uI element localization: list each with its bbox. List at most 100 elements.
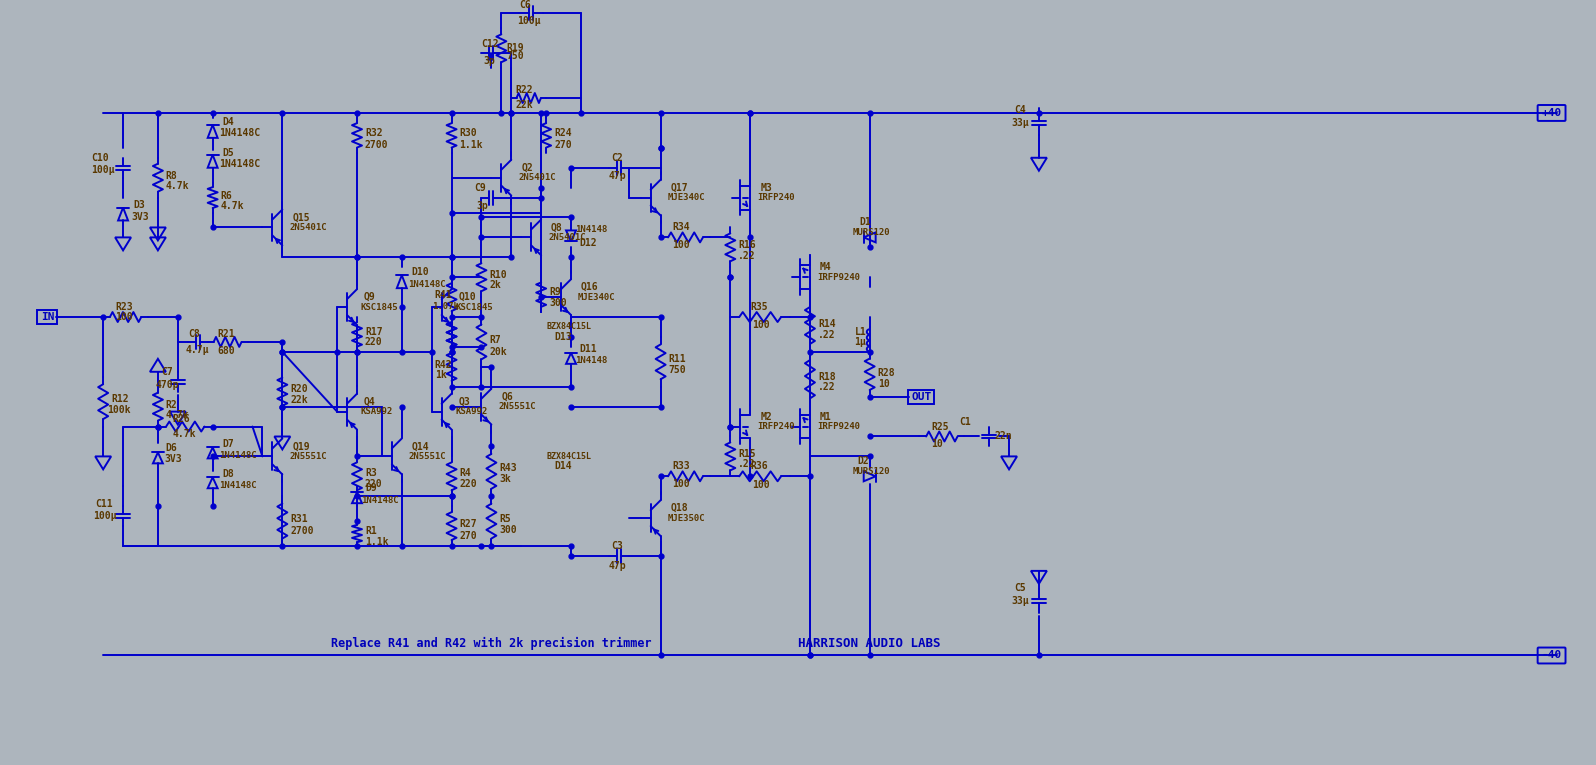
Text: 4.7k: 4.7k: [172, 428, 196, 438]
Text: 1N4148C: 1N4148C: [219, 128, 260, 138]
Text: 100: 100: [115, 312, 132, 322]
Text: R34: R34: [672, 223, 689, 233]
Text: D1: D1: [860, 217, 871, 227]
Text: R23: R23: [115, 302, 132, 312]
Text: 22k: 22k: [290, 395, 308, 405]
Text: 220: 220: [365, 480, 383, 490]
Text: 100: 100: [752, 320, 769, 330]
Text: R27: R27: [460, 519, 477, 529]
Text: D5: D5: [222, 148, 235, 158]
Text: D12: D12: [579, 239, 597, 249]
Text: R8: R8: [166, 171, 177, 181]
Text: D13: D13: [554, 332, 571, 342]
Text: 2N5401C: 2N5401C: [519, 173, 555, 182]
Text: KSC1845: KSC1845: [361, 303, 399, 311]
Text: R5: R5: [500, 514, 511, 524]
Text: 300: 300: [549, 298, 567, 308]
Text: D8: D8: [222, 469, 235, 480]
Text: 3k: 3k: [500, 474, 511, 484]
Text: 220: 220: [365, 337, 383, 347]
Text: 2700: 2700: [365, 140, 388, 150]
Text: KSC1845: KSC1845: [455, 303, 493, 311]
Text: C9: C9: [474, 183, 487, 193]
FancyBboxPatch shape: [1537, 105, 1566, 121]
Text: 1N4148: 1N4148: [575, 225, 606, 234]
Text: C8: C8: [188, 329, 200, 339]
Text: 1.1k: 1.1k: [365, 537, 388, 547]
Text: D9: D9: [365, 483, 377, 493]
Text: D4: D4: [222, 117, 235, 127]
Text: .22: .22: [817, 330, 836, 340]
Text: -40: -40: [1542, 650, 1562, 660]
Text: 2N5401C: 2N5401C: [289, 223, 327, 232]
Text: R17: R17: [365, 327, 383, 337]
Text: OUT: OUT: [911, 392, 932, 402]
Text: R1: R1: [365, 526, 377, 536]
Text: Q8: Q8: [551, 223, 563, 233]
Text: C1: C1: [959, 417, 970, 427]
Text: KSA992: KSA992: [361, 407, 393, 416]
Text: .22: .22: [739, 252, 757, 262]
Text: R41: R41: [434, 290, 452, 300]
Text: 1.07k: 1.07k: [431, 301, 458, 311]
Text: Q16: Q16: [581, 282, 598, 292]
Text: Q18: Q18: [670, 503, 688, 513]
Text: .22: .22: [739, 459, 757, 470]
Text: D14: D14: [554, 461, 571, 471]
Text: R30: R30: [460, 128, 477, 138]
Text: Q4: Q4: [364, 396, 375, 407]
Text: BZX84C15L: BZX84C15L: [546, 452, 591, 461]
Text: 2N5551C: 2N5551C: [498, 402, 536, 411]
Text: 1N4148C: 1N4148C: [407, 280, 445, 288]
Text: 2k: 2k: [490, 280, 501, 290]
Text: MJE340C: MJE340C: [667, 193, 705, 202]
Text: C12: C12: [482, 39, 500, 49]
Text: Q9: Q9: [364, 292, 375, 302]
Text: L1: L1: [855, 327, 867, 337]
Text: R3: R3: [365, 468, 377, 478]
Text: IRFP9240: IRFP9240: [817, 422, 860, 431]
Text: 33µ: 33µ: [1010, 596, 1029, 606]
Text: R12: R12: [112, 394, 129, 404]
Text: D3: D3: [132, 200, 145, 210]
Text: Q3: Q3: [458, 396, 471, 407]
Text: D6: D6: [166, 444, 177, 454]
Text: R36: R36: [750, 461, 768, 471]
Text: C7: C7: [161, 366, 172, 377]
Text: M3: M3: [760, 183, 772, 193]
Text: 47p: 47p: [608, 561, 627, 571]
Text: IRFP240: IRFP240: [757, 193, 795, 202]
Text: 1N4148C: 1N4148C: [219, 480, 257, 490]
Text: 1N4148: 1N4148: [575, 356, 606, 366]
Text: 4.7k: 4.7k: [220, 200, 244, 210]
Text: D11: D11: [579, 344, 597, 354]
Text: Q15: Q15: [292, 213, 310, 223]
Text: R31: R31: [290, 514, 308, 524]
FancyBboxPatch shape: [37, 310, 57, 324]
Text: C3: C3: [611, 541, 622, 551]
Text: Q10: Q10: [458, 292, 476, 302]
Text: C6: C6: [519, 1, 531, 11]
Text: MURS120: MURS120: [852, 467, 891, 476]
Text: C11: C11: [96, 500, 113, 509]
Text: 1.1k: 1.1k: [460, 140, 484, 150]
Text: 33µ: 33µ: [1010, 118, 1029, 128]
Text: MJE350C: MJE350C: [667, 513, 705, 522]
Text: 22n: 22n: [994, 431, 1012, 441]
Text: 1k: 1k: [434, 369, 447, 379]
Text: R28: R28: [878, 368, 895, 378]
Text: 10: 10: [932, 439, 943, 450]
Text: 20k: 20k: [490, 347, 508, 357]
Text: 2700: 2700: [290, 526, 314, 536]
Text: 100: 100: [672, 480, 689, 490]
Text: 100µ: 100µ: [93, 511, 117, 521]
Text: R9: R9: [549, 287, 560, 297]
Text: R14: R14: [817, 319, 836, 329]
Text: R11: R11: [669, 354, 686, 364]
Text: 10: 10: [878, 379, 889, 389]
Text: 100: 100: [672, 240, 689, 250]
Text: M2: M2: [760, 412, 772, 422]
Text: BZX84C15L: BZX84C15L: [546, 323, 591, 331]
Text: 1N4148C: 1N4148C: [219, 451, 257, 460]
Text: C10: C10: [91, 153, 109, 163]
